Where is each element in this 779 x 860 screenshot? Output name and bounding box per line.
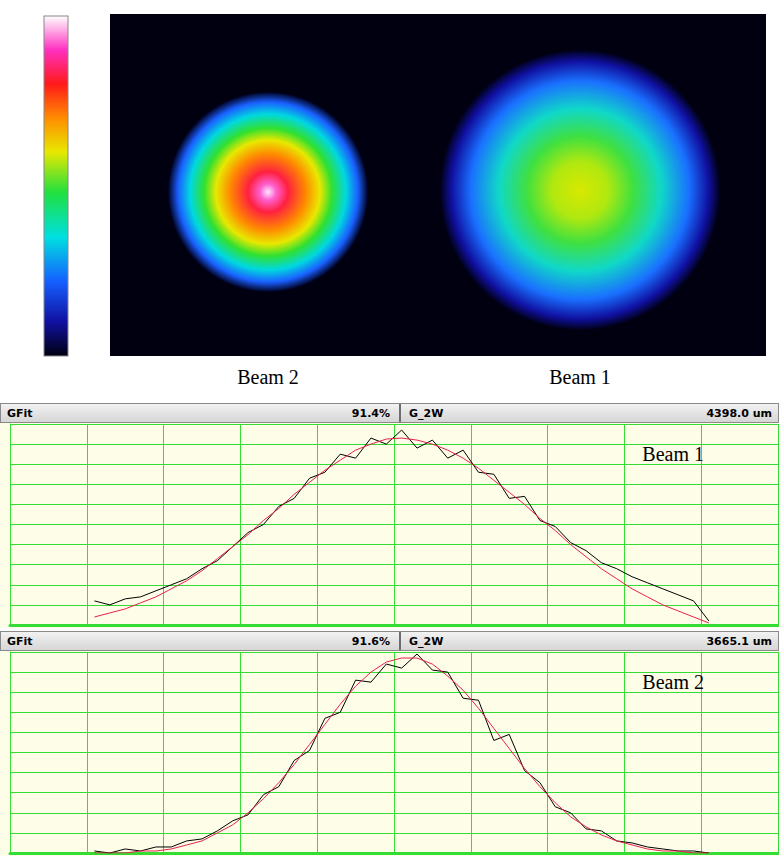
- html-text:4398.0 um: 4398.0 um: [706, 407, 772, 420]
- html-text:91.6%: 91.6%: [351, 635, 390, 648]
- svg-text:Beam 2: Beam 2: [642, 671, 704, 693]
- html-text:91.4%: 91.4%: [351, 407, 390, 420]
- html-text:G_2W: G_2W: [409, 407, 444, 420]
- svg-text:Beam 1: Beam 1: [549, 366, 611, 388]
- html-text:GFit: GFit: [7, 407, 33, 420]
- svg-text:Beam 1: Beam 1: [642, 443, 704, 465]
- html-text:G_2W: G_2W: [409, 635, 444, 648]
- html-text:3665.1 um: 3665.1 um: [706, 635, 772, 648]
- html-text:GFit: GFit: [7, 635, 33, 648]
- svg-text:Beam 2: Beam 2: [237, 366, 299, 388]
